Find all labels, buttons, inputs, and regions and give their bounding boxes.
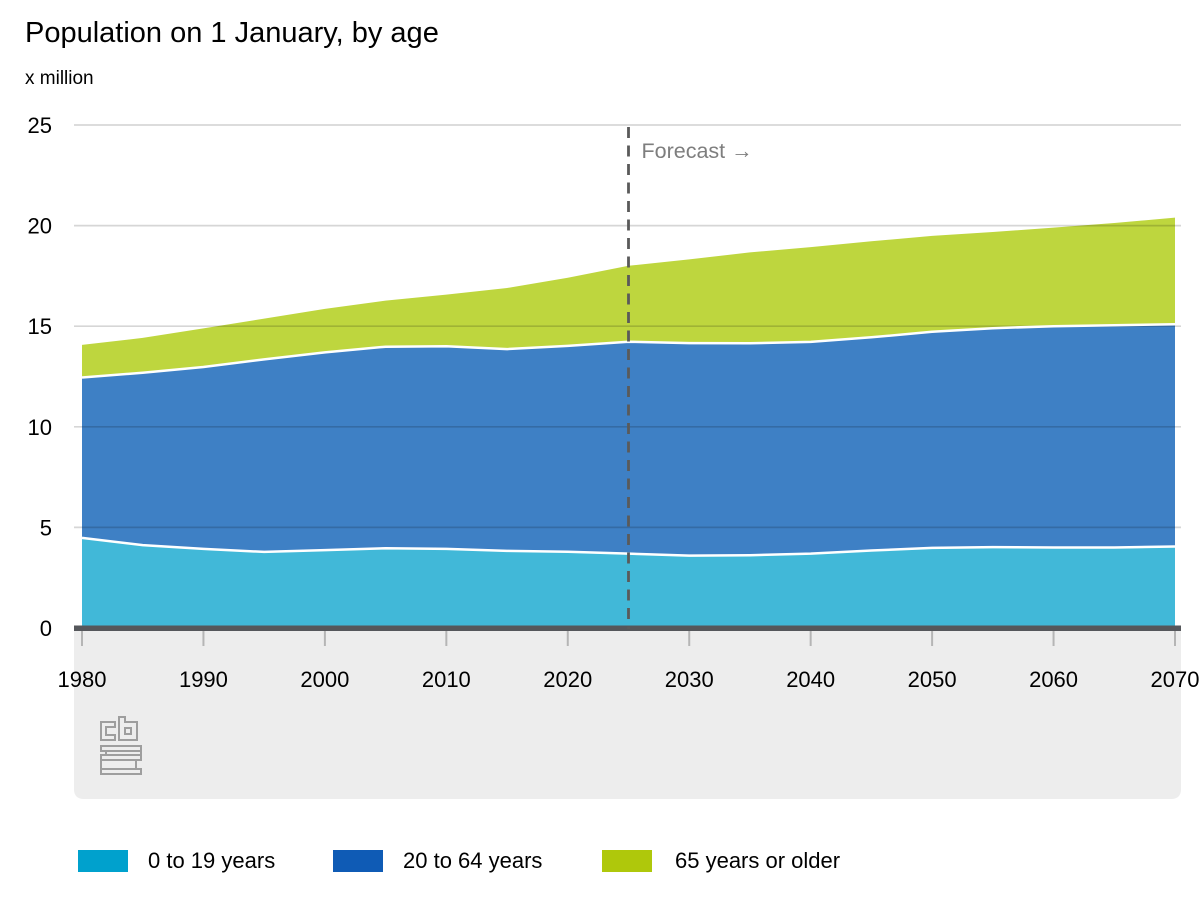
cbs-logo-b [118,716,138,741]
x-tick-label: 2000 [300,667,349,692]
x-tick-label: 2020 [543,667,592,692]
legend-swatch-20-64 [333,850,383,872]
x-tick-label: 2010 [422,667,471,692]
unit-label: x million [25,68,94,89]
area-series-1 [82,324,1175,556]
x-tick-label: 2050 [908,667,957,692]
band-separator-2 [81,322,1176,379]
page-title: Population on 1 January, by age [25,17,439,49]
y-tick-label: 25 [28,113,52,138]
y-tick-label: 20 [28,214,52,239]
legend-swatch-65-older [602,850,652,872]
legend-label-65-older: 65 years or older [675,848,841,873]
legend-swatch-0-19 [78,850,128,872]
x-tick-label: 1980 [58,667,107,692]
population-stacked-area-chart: 1980 1990 2000 2010 2020 2030 2040 2050 2060 2070… [28,113,1200,799]
x-tick-label: 2070 [1151,667,1200,692]
cbs-logo-b-counter [124,727,132,735]
legend-label-0-19: 0 to 19 years [148,848,276,873]
legend-label-20-64: 20 to 64 years [403,848,543,873]
y-tick-label: 0 [40,616,52,641]
x-tick-label: 1990 [179,667,228,692]
x-axis: 1980 1990 2000 2010 2020 2030 2040 2050 2060 2070 [58,631,1200,692]
x-tick-label: 2060 [1029,667,1078,692]
x-axis-band [74,631,1181,799]
forecast-label: Forecast → [642,139,753,163]
y-tick-label: 15 [28,314,52,339]
x-tick-label: 2030 [665,667,714,692]
y-tick-label: 5 [40,515,52,540]
x-tick-label: 2040 [786,667,835,692]
area-series-0 [82,537,1175,628]
cbs-logo-c [100,721,116,741]
y-axis: 0 5 10 15 20 25 [28,113,52,641]
cbs-logo [100,716,142,775]
cbs-logo-s [100,745,142,775]
y-tick-label: 10 [28,415,52,440]
